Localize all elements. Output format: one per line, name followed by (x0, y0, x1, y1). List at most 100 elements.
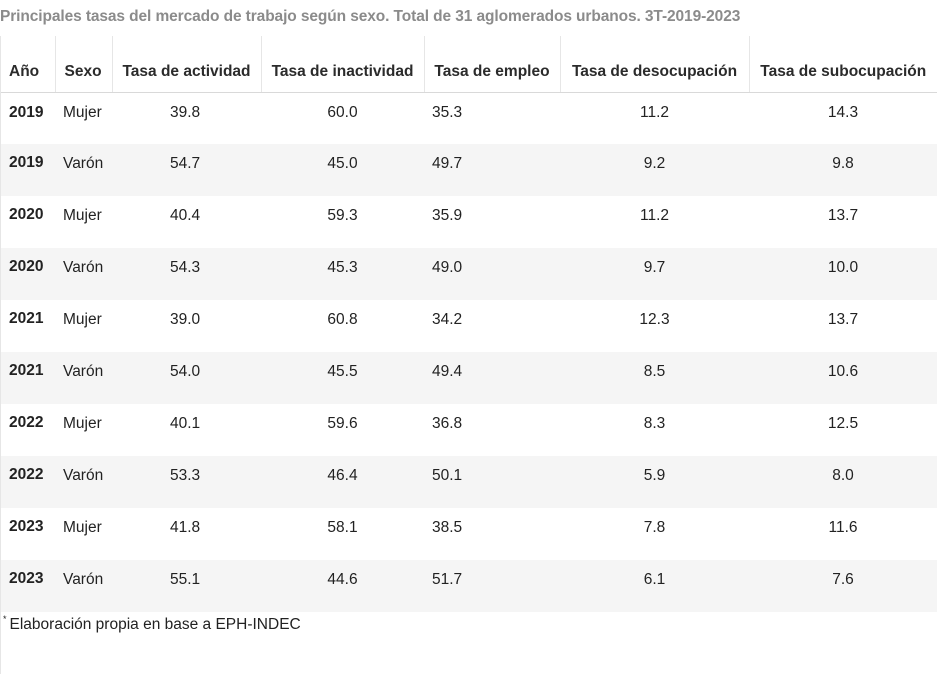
cell-unemployment-rate-value: 12.3 (639, 311, 670, 328)
cell-year-value: 2019 (9, 154, 44, 171)
cell-activity-rate-value: 54.7 (170, 155, 201, 172)
footer: * Elaboración propia en base a EPH-INDEC (0, 613, 937, 674)
cell-employment-rate: 35.9 (424, 196, 560, 248)
column-header: Tasa de empleo (423, 36, 560, 93)
table-row: 2021 Varón 54.0 45.5 49.4 8.5 10.6 (1, 352, 937, 404)
cell-employment-rate-value: 50.1 (432, 467, 463, 484)
cell-activity-rate: 55.1 (112, 560, 261, 612)
cell-sex: Mujer (55, 508, 112, 560)
cell-underemployment-rate-value: 7.6 (832, 571, 854, 588)
cell-unemployment-rate-value: 8.3 (643, 415, 666, 432)
cell-sex: Varón (55, 144, 112, 196)
cell-employment-rate-value: 49.7 (432, 155, 463, 172)
cell-inactivity-rate: 59.6 (261, 404, 424, 456)
cell-year: 2023 (1, 508, 55, 560)
cell-year: 2022 (1, 404, 55, 456)
cell-underemployment-rate-value: 10.0 (827, 259, 859, 276)
cell-activity-rate: 54.3 (112, 248, 261, 300)
cell-sex: Varón (55, 248, 112, 300)
cell-activity-rate: 40.4 (112, 196, 261, 248)
cell-activity-rate-value: 40.4 (170, 207, 201, 224)
cell-underemployment-rate: 10.6 (749, 352, 937, 404)
cell-activity-rate-value: 53.3 (170, 467, 201, 484)
cell-employment-rate-value: 49.0 (432, 259, 463, 276)
cell-year: 2021 (1, 352, 55, 404)
cell-inactivity-rate: 45.3 (261, 248, 424, 300)
cell-underemployment-rate-value: 13.7 (827, 207, 859, 224)
cell-unemployment-rate: 7.8 (560, 508, 749, 560)
cell-inactivity-rate-value: 58.1 (327, 519, 358, 536)
cell-unemployment-rate: 11.2 (560, 92, 749, 144)
cell-year-value: 2022 (9, 414, 44, 431)
cell-year-value: 2023 (9, 570, 44, 587)
cell-employment-rate: 49.0 (424, 248, 560, 300)
cell-underemployment-rate: 8.0 (749, 456, 937, 508)
cell-employment-rate-value: 36.8 (432, 415, 463, 432)
cell-unemployment-rate-value: 9.7 (643, 259, 666, 276)
cell-activity-rate-value: 39.0 (170, 311, 201, 328)
cell-underemployment-rate-value: 14.3 (827, 103, 859, 121)
cell-sex-value: Varón (63, 155, 104, 172)
cell-underemployment-rate-value: 8.0 (832, 467, 854, 484)
cell-activity-rate: 54.0 (112, 352, 261, 404)
source-footnote: * Elaboración propia en base a EPH-INDEC (3, 614, 301, 634)
cell-underemployment-rate: 9.8 (749, 144, 937, 196)
cell-inactivity-rate-value: 59.6 (327, 415, 358, 432)
column-header: Tasa de inactividad (260, 36, 424, 93)
cell-underemployment-rate: 11.6 (749, 508, 937, 560)
cell-sex: Mujer (55, 300, 112, 352)
cell-sex-value: Varón (63, 363, 104, 380)
cell-underemployment-rate: 7.6 (749, 560, 937, 612)
cell-activity-rate-value: 40.1 (170, 415, 201, 432)
cell-inactivity-rate: 46.4 (261, 456, 424, 508)
cell-inactivity-rate: 60.0 (261, 92, 424, 144)
cell-year: 2020 (1, 248, 55, 300)
cell-sex-value: Varón (63, 259, 104, 276)
table-row: 2022 Mujer 40.1 59.6 36.8 8.3 12.5 (1, 404, 937, 456)
cell-sex-value: Mujer (63, 519, 102, 536)
cell-activity-rate-value: 54.3 (170, 259, 201, 276)
cell-year: 2022 (1, 456, 55, 508)
cell-activity-rate: 54.7 (112, 144, 261, 196)
cell-activity-rate-value: 41.8 (170, 519, 201, 536)
cell-unemployment-rate: 8.3 (560, 404, 749, 456)
cell-activity-rate-value: 39.8 (170, 103, 201, 121)
cell-employment-rate-value: 35.9 (432, 207, 463, 224)
cell-activity-rate: 39.0 (112, 300, 261, 352)
column-header: Tasa de actividad (111, 36, 261, 93)
cell-unemployment-rate: 8.5 (560, 352, 749, 404)
column-header: Tasa de subocupación (748, 36, 937, 93)
cell-inactivity-rate: 58.1 (261, 508, 424, 560)
cell-year-value: 2023 (9, 518, 44, 535)
cell-year-value: 2020 (9, 258, 44, 275)
table-row: 2023 Varón 55.1 44.6 51.7 6.1 7.6 (1, 560, 937, 612)
cell-sex: Mujer (55, 404, 112, 456)
cell-year-value: 2022 (9, 466, 44, 483)
labor-rates-table: Año Sexo Tasa de actividad Tasa de inact… (1, 36, 937, 612)
cell-unemployment-rate-value: 6.1 (643, 571, 666, 588)
cell-year: 2019 (1, 92, 55, 144)
cell-underemployment-rate: 13.7 (749, 196, 937, 248)
cell-employment-rate: 35.3 (424, 92, 560, 144)
cell-unemployment-rate-value: 9.2 (643, 155, 666, 172)
table-row: 2019 Mujer 39.8 60.0 35.3 11.2 14.3 (1, 92, 937, 144)
cell-sex: Mujer (55, 92, 112, 144)
cell-activity-rate-value: 55.1 (170, 571, 201, 588)
column-header: Sexo (54, 36, 112, 93)
cell-inactivity-rate-value: 45.0 (327, 155, 358, 172)
column-header: Año (1, 36, 55, 93)
cell-employment-rate-value: 34.2 (432, 311, 463, 328)
cell-inactivity-rate-value: 60.0 (327, 103, 358, 121)
cell-activity-rate: 41.8 (112, 508, 261, 560)
footnote-text: Elaboración propia en base a EPH-INDEC (9, 616, 301, 633)
table-row: 2020 Mujer 40.4 59.3 35.9 11.2 13.7 (1, 196, 937, 248)
cell-unemployment-rate-value: 7.8 (643, 519, 666, 536)
table-row: 2023 Mujer 41.8 58.1 38.5 7.8 11.6 (1, 508, 937, 560)
cell-underemployment-rate: 14.3 (749, 92, 937, 144)
cell-underemployment-rate: 10.0 (749, 248, 937, 300)
cell-sex-value: Mujer (63, 103, 102, 121)
cell-employment-rate: 34.2 (424, 300, 560, 352)
cell-unemployment-rate-value: 11.2 (639, 207, 670, 224)
cell-activity-rate-value: 54.0 (170, 363, 201, 380)
cell-employment-rate: 38.5 (424, 508, 560, 560)
